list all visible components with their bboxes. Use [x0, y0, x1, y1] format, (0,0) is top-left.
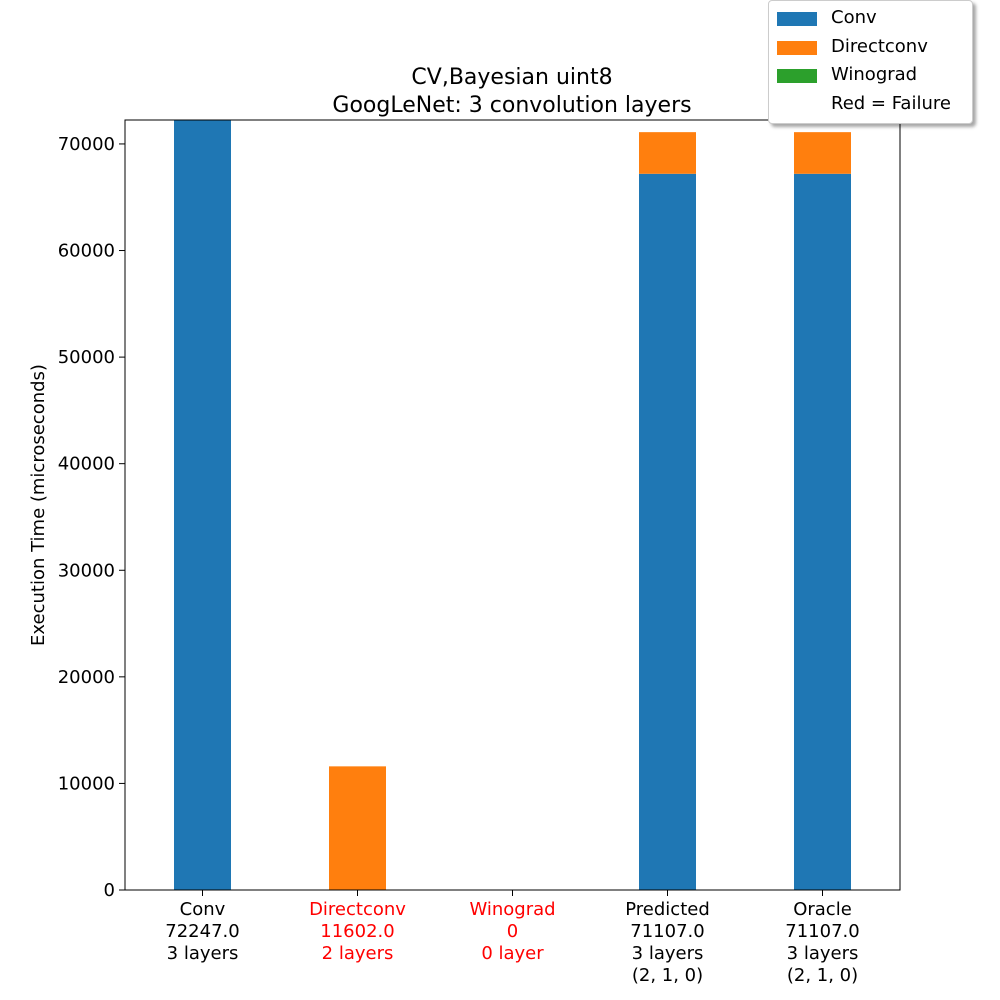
legend-label-conv: Conv	[831, 7, 877, 28]
y-tick-label-4: 40000	[58, 454, 115, 475]
x-tick-label-0-line-1: 72247.0	[165, 921, 239, 942]
y-tick-label-3: 30000	[58, 560, 115, 581]
chart-subtitle: GoogLeNet: 3 convolution layers	[332, 93, 691, 118]
x-tick-label-3-line-1: 71107.0	[630, 921, 704, 942]
bar-conv-0	[174, 120, 231, 890]
x-tick-label-1-line-0: Directconv	[309, 899, 406, 920]
x-tick-label-0-line-0: Conv	[180, 899, 226, 920]
bars-group	[174, 120, 851, 890]
x-tick-label-3-line-3: (2, 1, 0)	[632, 965, 703, 986]
bar-conv-4	[794, 173, 851, 890]
y-tick-label-5: 50000	[58, 347, 115, 368]
x-tick-label-4-line-0: Oracle	[793, 899, 852, 920]
legend-label-directconv: Directconv	[831, 36, 928, 57]
x-tick-label-3-line-2: 3 layers	[632, 943, 704, 964]
y-tick-label-6: 60000	[58, 241, 115, 262]
legend-swatch-winograd	[777, 69, 817, 83]
x-tick-label-2-line-0: Winograd	[469, 899, 555, 920]
x-tick-label-1-line-1: 11602.0	[320, 921, 394, 942]
x-tick-label-4-line-3: (2, 1, 0)	[787, 965, 858, 986]
bar-directconv-3	[639, 132, 696, 174]
y-axis: 0 10000 20000 30000 40000 50000 60000 70000	[58, 134, 125, 901]
x-tick-label-4-line-2: 3 layers	[787, 943, 859, 964]
x-tick-label-2-line-2: 0 layer	[481, 943, 544, 964]
x-tick-label-0-line-2: 3 layers	[167, 943, 239, 964]
legend-label-winograd: Winograd	[831, 64, 918, 85]
legend-item-conv: Conv	[777, 7, 972, 29]
y-tick-label-7: 70000	[58, 134, 115, 155]
bar-directconv-4	[794, 132, 851, 174]
legend: Conv Directconv Winograd Red = Failure	[768, 0, 973, 124]
legend-swatch-conv	[777, 12, 817, 26]
x-tick-label-3-line-0: Predicted	[625, 899, 710, 920]
x-tick-label-4-line-1: 71107.0	[785, 921, 859, 942]
legend-item-failure-note: Red = Failure	[777, 93, 972, 115]
legend-swatch-directconv	[777, 41, 817, 55]
legend-label-failure-note: Red = Failure	[831, 93, 951, 114]
y-tick-label-0: 0	[104, 880, 115, 901]
plot-frame	[124, 119, 901, 891]
legend-item-winograd: Winograd	[777, 64, 972, 86]
y-axis-label: Execution Time (microseconds)	[28, 364, 49, 646]
y-tick-label-1: 10000	[58, 773, 115, 794]
bar-directconv-1	[329, 766, 386, 890]
x-tick-label-1-line-2: 2 layers	[322, 943, 394, 964]
chart-title: CV,Bayesian uint8	[411, 65, 612, 90]
legend-item-directconv: Directconv	[777, 36, 972, 58]
bar-conv-3	[639, 173, 696, 890]
y-tick-label-2: 20000	[58, 667, 115, 688]
x-tick-label-2-line-1: 0	[507, 921, 518, 942]
